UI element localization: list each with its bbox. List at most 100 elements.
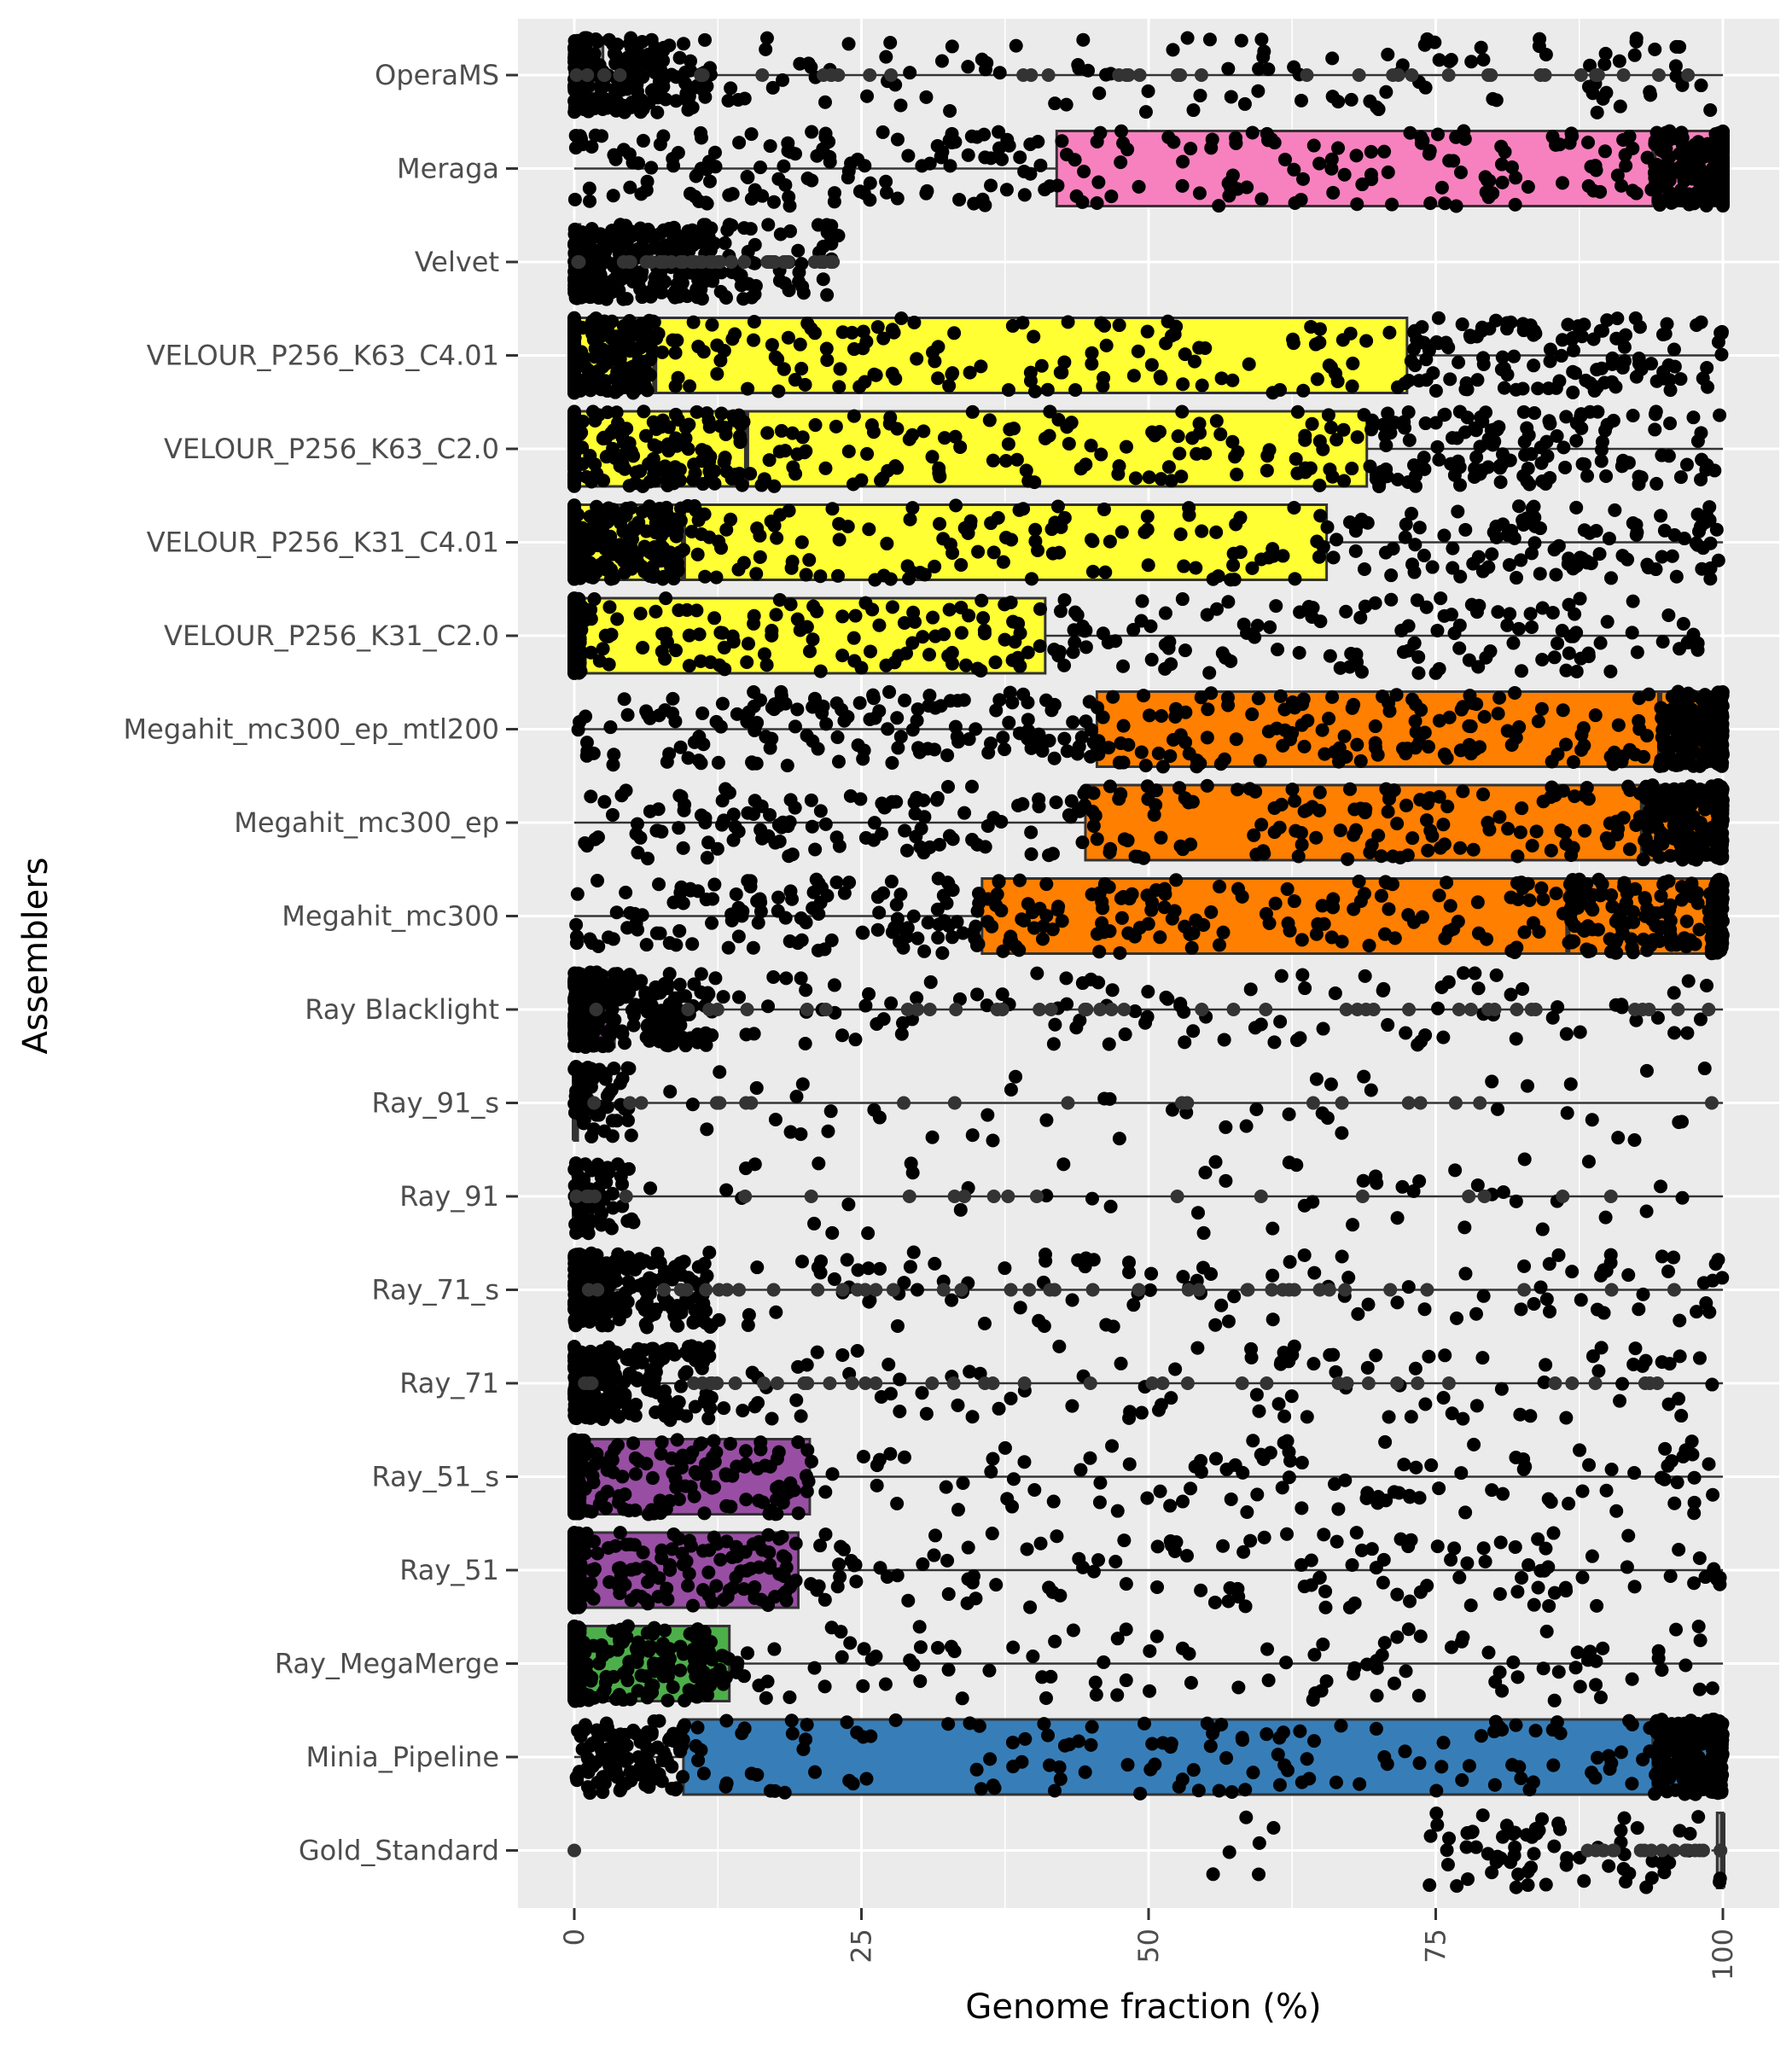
data-point (1116, 889, 1131, 904)
data-point (835, 649, 850, 663)
data-point (1620, 552, 1635, 567)
data-point (1324, 930, 1339, 945)
data-point (1581, 135, 1596, 149)
data-point (669, 70, 684, 84)
data-point (1532, 39, 1546, 54)
outlier-point (813, 255, 828, 269)
data-point (1202, 32, 1217, 47)
data-point (1068, 382, 1083, 397)
data-point (1021, 897, 1035, 911)
data-point (666, 707, 680, 721)
data-point (1193, 756, 1207, 771)
data-point (611, 377, 625, 392)
data-point (1350, 197, 1364, 212)
data-point (731, 929, 746, 944)
data-point (940, 748, 955, 763)
data-point (1245, 561, 1260, 575)
data-point (1437, 528, 1452, 543)
data-point (667, 225, 682, 240)
data-point (568, 104, 583, 119)
data-point (672, 923, 687, 938)
data-point (1070, 608, 1085, 622)
data-point (719, 782, 733, 796)
data-point (1384, 592, 1399, 607)
data-point (735, 478, 749, 492)
data-point (916, 793, 931, 807)
data-point (1694, 79, 1708, 93)
data-point (945, 126, 959, 141)
data-point (830, 730, 845, 744)
data-point (805, 125, 819, 139)
data-point (1060, 744, 1074, 759)
data-point (1013, 150, 1027, 165)
data-point (937, 627, 951, 642)
data-point (1569, 500, 1584, 515)
data-point (740, 170, 754, 184)
data-point (1429, 335, 1444, 349)
data-point (1595, 877, 1609, 892)
data-point (669, 529, 684, 544)
data-point (952, 192, 967, 207)
data-point (633, 607, 648, 621)
data-point (934, 54, 949, 68)
data-point (1615, 178, 1629, 193)
data-point (907, 315, 922, 329)
data-point (1325, 51, 1340, 66)
data-point (829, 419, 843, 433)
data-point (670, 439, 684, 453)
data-point (1438, 196, 1452, 211)
data-point (1242, 357, 1256, 371)
data-point (778, 696, 793, 711)
data-point (1466, 842, 1481, 857)
data-point (1608, 503, 1622, 517)
data-point (832, 532, 847, 547)
data-point (1516, 513, 1530, 527)
data-point (1312, 434, 1327, 449)
data-point (1716, 136, 1730, 150)
data-point (1593, 636, 1608, 650)
data-point (619, 502, 633, 516)
data-point (1175, 178, 1190, 193)
data-point (783, 224, 798, 238)
data-point (1305, 416, 1319, 431)
data-point (935, 945, 950, 960)
data-point (1106, 689, 1120, 704)
data-point (1343, 782, 1358, 796)
data-point (1324, 360, 1338, 375)
data-point (705, 317, 719, 332)
data-point (1417, 548, 1431, 562)
data-point (768, 350, 783, 364)
data-point (1432, 53, 1446, 67)
data-point (1225, 434, 1240, 449)
data-point (733, 435, 748, 450)
data-point (1629, 34, 1644, 49)
data-point (788, 719, 802, 734)
data-point (1453, 166, 1468, 180)
data-point (1603, 816, 1617, 830)
data-point (1592, 547, 1607, 561)
data-point (1209, 525, 1224, 539)
data-point (606, 932, 620, 946)
data-point (1165, 911, 1179, 926)
data-point (970, 904, 985, 918)
data-point (793, 337, 807, 352)
data-point (692, 194, 707, 208)
data-point (694, 131, 708, 145)
data-point (741, 381, 755, 396)
data-point (1421, 843, 1435, 858)
data-point (731, 900, 746, 915)
data-point (1032, 792, 1046, 806)
data-point (1159, 336, 1173, 351)
data-point (1585, 86, 1600, 101)
data-point (876, 125, 890, 139)
data-point (1325, 689, 1340, 704)
data-point (992, 125, 1006, 139)
data-point (1702, 704, 1716, 719)
data-point (833, 362, 847, 376)
data-point (1114, 124, 1129, 138)
outlier-point (580, 68, 595, 82)
data-point (591, 940, 606, 954)
data-point (1649, 906, 1664, 921)
data-point (1381, 165, 1395, 179)
data-point (1613, 99, 1627, 113)
